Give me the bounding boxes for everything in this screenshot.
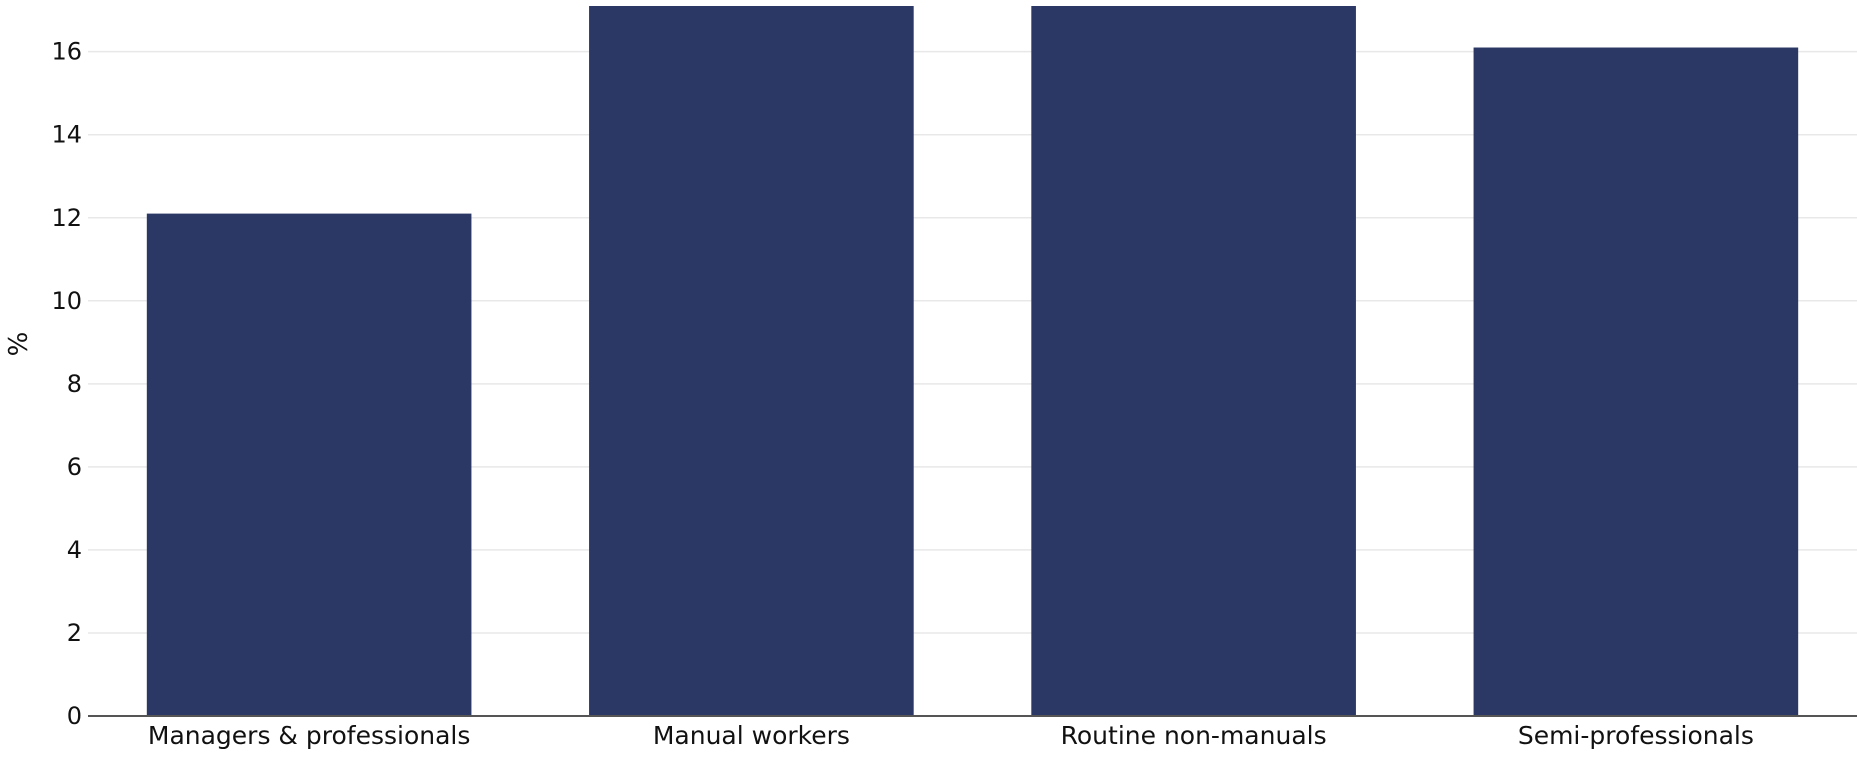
y-tick-label: 2 (67, 619, 82, 647)
y-tick-label: 16 (51, 38, 82, 66)
y-tick-label: 12 (51, 204, 82, 232)
y-tick-label: 14 (51, 121, 82, 149)
bar (1031, 6, 1356, 716)
y-tick-label: 4 (67, 536, 82, 564)
bar (146, 213, 472, 716)
bars-layer (146, 6, 1799, 717)
y-tick-label: 6 (67, 453, 82, 481)
x-category-label: Manual workers (653, 721, 850, 750)
y-tick-label: 10 (51, 287, 82, 315)
y-tick-label: 0 (67, 702, 82, 730)
bar (1473, 47, 1799, 717)
y-axis-label: % (4, 332, 34, 357)
bar (589, 6, 914, 716)
y-tick-label: 8 (67, 370, 82, 398)
x-category-label: Routine non-manuals (1061, 721, 1327, 750)
x-category-labels: Managers & professionals Manual workers Ro… (148, 721, 1754, 750)
x-category-label: Semi-professionals (1518, 721, 1754, 750)
y-tick-labels: 0 2 4 6 8 10 12 14 16 (51, 38, 82, 730)
x-category-label: Managers & professionals (148, 721, 471, 750)
